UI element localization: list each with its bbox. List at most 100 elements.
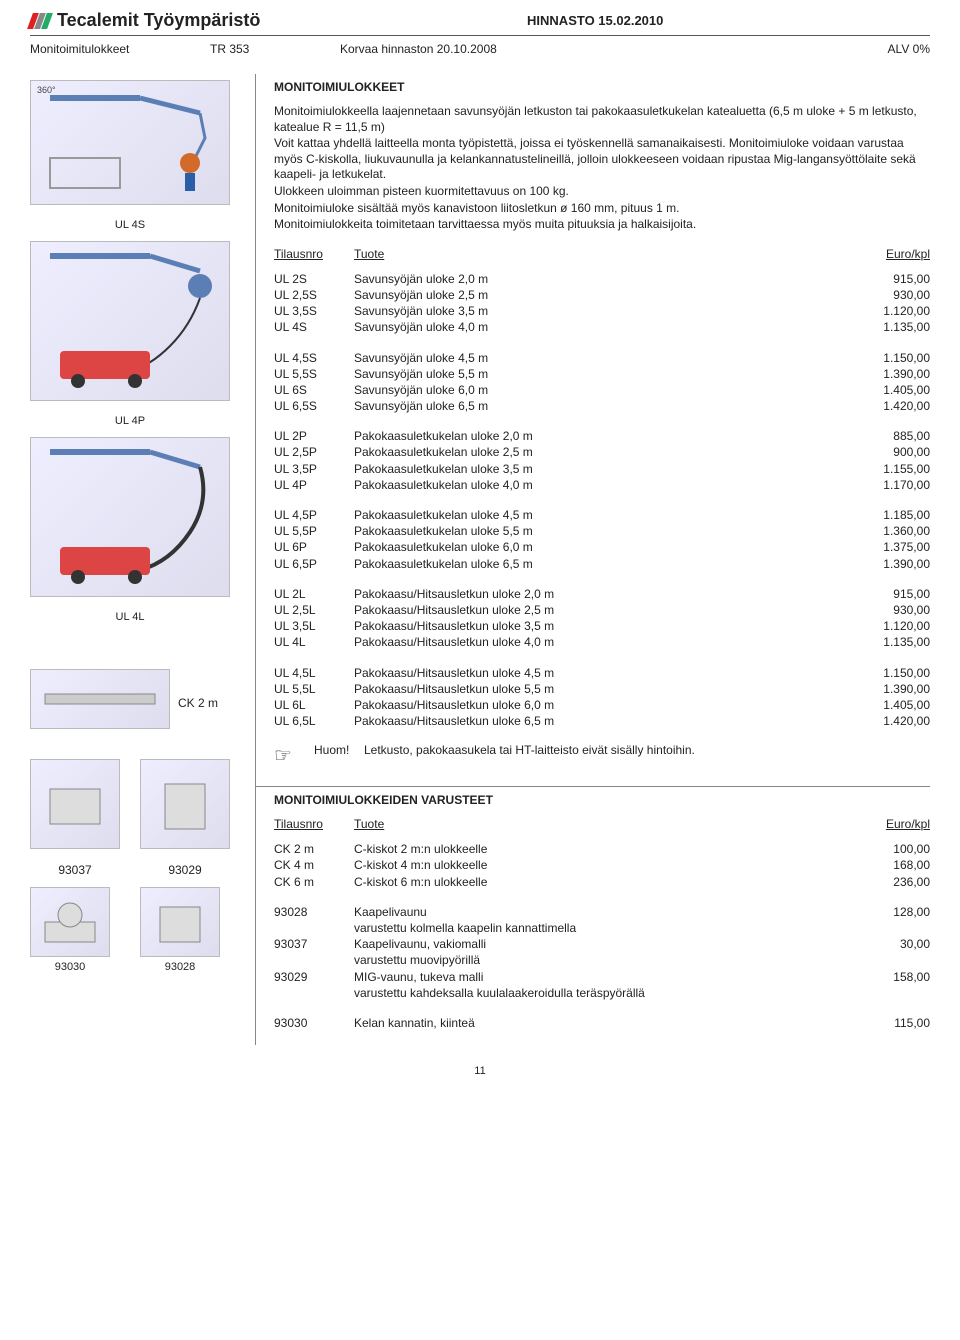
cell-code: UL 4P	[274, 477, 354, 493]
part-93037-label: 93037	[30, 863, 120, 877]
cell-code: UL 4,5P	[274, 507, 354, 523]
cell-price: 1.405,00	[840, 382, 930, 398]
cell-product: Pakokaasu/Hitsausletkun uloke 6,5 m	[354, 713, 840, 729]
huom-text: Letkusto, pakokaasukela tai HT-laitteist…	[364, 743, 930, 757]
intro-line: Monitoimiulokkeita toimitetaan tarvittae…	[274, 217, 930, 233]
section1-title: MONITOIMIULOKKEET	[274, 80, 930, 94]
price-row: UL 4,5PPakokaasuletkukelan uloke 4,5 m1.…	[274, 507, 930, 523]
cell-price: 1.405,00	[840, 697, 930, 713]
right-column: MONITOIMIULOKKEET Monitoimiulokkeella la…	[255, 74, 930, 1045]
price-row: UL 2LPakokaasu/Hitsausletkun uloke 2,0 m…	[274, 586, 930, 602]
cell-price: 1.390,00	[840, 681, 930, 697]
price-row: UL 4SSavunsyöjän uloke 4,0 m1.135,00	[274, 319, 930, 335]
header: Tecalemit Työympäristö HINNASTO 15.02.20…	[30, 10, 930, 36]
price-row: UL 6SSavunsyöjän uloke 6,0 m1.405,00	[274, 382, 930, 398]
price-row: 93029MIG-vaunu, tukeva malli158,00	[274, 969, 930, 985]
price-group: UL 2LPakokaasu/Hitsausletkun uloke 2,0 m…	[274, 586, 930, 651]
price-row: UL 6,5SSavunsyöjän uloke 6,5 m1.420,00	[274, 398, 930, 414]
price-row: UL 4,5LPakokaasu/Hitsausletkun uloke 4,5…	[274, 665, 930, 681]
cell-price: 915,00	[840, 586, 930, 602]
cell-desc: varustettu muovipyörillä	[274, 952, 930, 968]
intro-line: Voit kattaa yhdellä laitteella monta työ…	[274, 136, 930, 183]
cell-code: UL 2P	[274, 428, 354, 444]
cell-product: C-kiskot 4 m:n ulokkeelle	[354, 857, 840, 873]
cell-product: Pakokaasuletkukelan uloke 2,5 m	[354, 444, 840, 460]
cell-code: UL 6,5P	[274, 556, 354, 572]
intro-line: Monitoimiuloke sisältää myös kanavistoon…	[274, 201, 930, 217]
cell-code: UL 6,5S	[274, 398, 354, 414]
cell-price: 128,00	[840, 904, 930, 920]
cell-code: UL 5,5L	[274, 681, 354, 697]
part-93029-icon	[140, 759, 230, 849]
price-row: UL 6,5LPakokaasu/Hitsausletkun uloke 6,5…	[274, 713, 930, 729]
th2-tuote: Tuote	[354, 817, 886, 831]
cell-product: Pakokaasuletkukelan uloke 4,0 m	[354, 477, 840, 493]
cell-product: Kaapelivaunu	[354, 904, 840, 920]
cell-price: 1.170,00	[840, 477, 930, 493]
brand-name: Tecalemit Työympäristö	[57, 10, 260, 31]
cell-product: Savunsyöjän uloke 2,0 m	[354, 271, 840, 287]
part-93037-icon	[30, 759, 120, 849]
cell-code: UL 4S	[274, 319, 354, 335]
cell-product: Pakokaasu/Hitsausletkun uloke 6,0 m	[354, 697, 840, 713]
cell-code: UL 2L	[274, 586, 354, 602]
section1-thead: Tilausnro Tuote Euro/kpl	[274, 247, 930, 261]
cell-price: 115,00	[840, 1015, 930, 1031]
price-row-desc: varustettu kahdeksalla kuulalaakeroidull…	[274, 985, 930, 1001]
price-row: UL 6PPakokaasuletkukelan uloke 6,0 m1.37…	[274, 539, 930, 555]
cell-product: Pakokaasu/Hitsausletkun uloke 5,5 m	[354, 681, 840, 697]
cell-product: Savunsyöjän uloke 5,5 m	[354, 366, 840, 382]
th2-tilausnro: Tilausnro	[274, 817, 354, 831]
price-group: UL 4,5LPakokaasu/Hitsausletkun uloke 4,5…	[274, 665, 930, 730]
cell-price: 930,00	[840, 602, 930, 618]
cell-code: UL 4L	[274, 634, 354, 650]
price-row-desc: varustettu muovipyörillä	[274, 952, 930, 968]
cell-product: Savunsyöjän uloke 6,0 m	[354, 382, 840, 398]
price-row: CK 6 mC-kiskot 6 m:n ulokkeelle236,00	[274, 874, 930, 890]
cell-price: 1.420,00	[840, 398, 930, 414]
arm-worker-icon	[40, 88, 220, 198]
diagram-mid	[30, 241, 230, 401]
section2-title: MONITOIMIULOKKEIDEN VARUSTEET	[274, 793, 930, 807]
cell-price: 158,00	[840, 969, 930, 985]
price-row: UL 6,5PPakokaasuletkukelan uloke 6,5 m1.…	[274, 556, 930, 572]
cell-code: 93029	[274, 969, 354, 985]
cell-product: Pakokaasuletkukelan uloke 5,5 m	[354, 523, 840, 539]
ck-label: CK 2 m	[178, 696, 218, 710]
price-row: UL 6LPakokaasu/Hitsausletkun uloke 6,0 m…	[274, 697, 930, 713]
cell-price: 1.135,00	[840, 319, 930, 335]
angle-label: 360°	[37, 85, 56, 95]
section2-group3: 93030Kelan kannatin, kiinteä115,00	[274, 1015, 930, 1031]
cell-product: Savunsyöjän uloke 2,5 m	[354, 287, 840, 303]
diagram-top: 360°	[30, 80, 230, 205]
huom-block: ☞ Huom! Letkusto, pakokaasukela tai HT-l…	[274, 743, 930, 768]
cell-code: UL 3,5S	[274, 303, 354, 319]
subheader-c2: TR 353	[210, 42, 340, 56]
left-label-3: UL 4L	[30, 611, 230, 623]
cell-price: 885,00	[840, 428, 930, 444]
cell-product: Savunsyöjän uloke 4,5 m	[354, 350, 840, 366]
price-group: UL 2PPakokaasuletkukelan uloke 2,0 m885,…	[274, 428, 930, 493]
price-row: CK 4 mC-kiskot 4 m:n ulokkeelle168,00	[274, 857, 930, 873]
cell-code: UL 3,5L	[274, 618, 354, 634]
price-group: UL 4,5PPakokaasuletkukelan uloke 4,5 m1.…	[274, 507, 930, 572]
cell-code: 93037	[274, 936, 354, 952]
price-row: UL 3,5PPakokaasuletkukelan uloke 3,5 m1.…	[274, 461, 930, 477]
price-row: UL 4PPakokaasuletkukelan uloke 4,0 m1.17…	[274, 477, 930, 493]
price-title: HINNASTO 15.02.2010	[260, 13, 930, 28]
cell-price: 1.420,00	[840, 713, 930, 729]
th-euro: Euro/kpl	[886, 247, 930, 261]
cell-code: CK 4 m	[274, 857, 354, 873]
left-label-2: UL 4P	[30, 415, 230, 427]
section2-group1: CK 2 mC-kiskot 2 m:n ulokkeelle100,00CK …	[274, 841, 930, 890]
pointing-hand-icon: ☞	[274, 743, 304, 768]
section-1: MONITOIMIULOKKEET Monitoimiulokkeella la…	[274, 74, 930, 768]
cell-price: 1.390,00	[840, 556, 930, 572]
cell-product: Pakokaasu/Hitsausletkun uloke 4,5 m	[354, 665, 840, 681]
cell-code: UL 6,5L	[274, 713, 354, 729]
cell-price: 236,00	[840, 874, 930, 890]
cell-product: C-kiskot 2 m:n ulokkeelle	[354, 841, 840, 857]
cell-price: 1.375,00	[840, 539, 930, 555]
price-row: UL 5,5LPakokaasu/Hitsausletkun uloke 5,5…	[274, 681, 930, 697]
cell-price: 1.120,00	[840, 303, 930, 319]
